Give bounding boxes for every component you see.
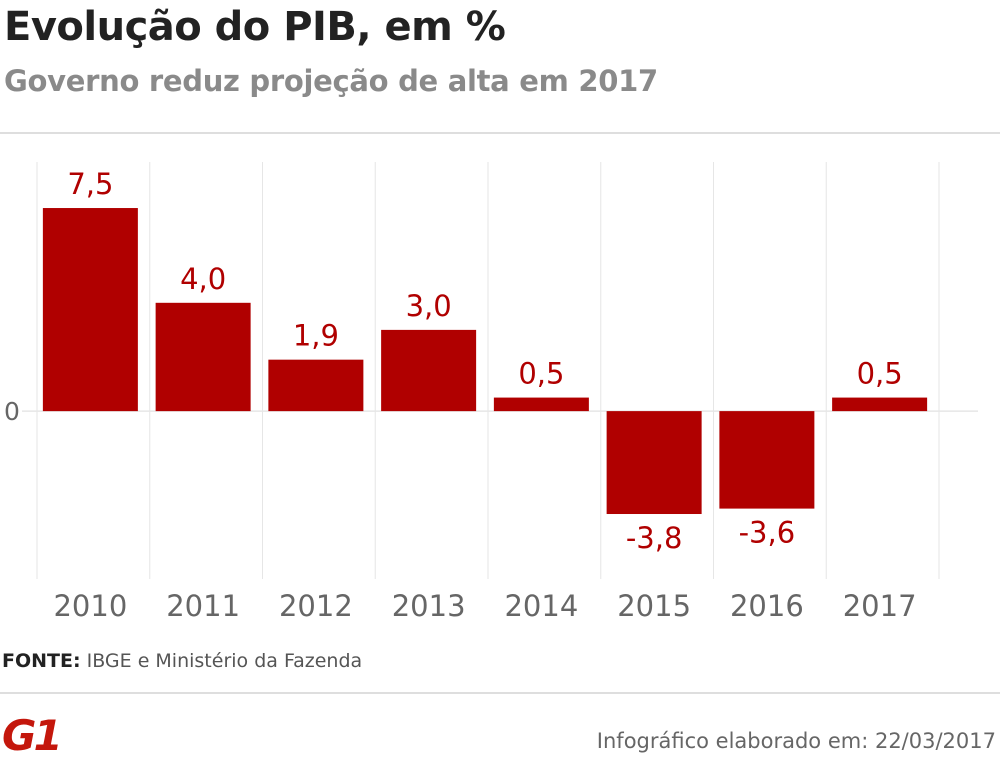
- value-label-layer: 7,5 4,0 1,9 3,0 0,5 -3,8 -3,6 0,5: [67, 167, 902, 555]
- x-tick-label-2015: 2015: [617, 589, 691, 623]
- source-text: IBGE e Ministério da Fazenda: [80, 650, 363, 672]
- value-label-2014: 0,5: [518, 357, 564, 391]
- value-label-2010: 7,5: [67, 167, 113, 201]
- x-tick-label-2017: 2017: [843, 589, 917, 623]
- bar-2016: [719, 411, 815, 509]
- x-tick-label-2010: 2010: [53, 589, 127, 623]
- source-label: FONTE:: [2, 650, 81, 672]
- chart-title: Evolução do PIB, em %: [4, 4, 506, 50]
- bar-2011: [155, 302, 251, 412]
- bottom-divider: [0, 692, 1000, 694]
- bar-2017: [832, 397, 928, 412]
- creation-date-note: Infográfico elaborado em: 22/03/2017: [596, 729, 996, 753]
- x-tick-label-2011: 2011: [166, 589, 240, 623]
- x-tick-label-2013: 2013: [392, 589, 466, 623]
- value-label-2015: -3,8: [626, 521, 683, 555]
- g1-logo-text: G1: [2, 713, 60, 755]
- chart-subtitle: Governo reduz projeção de alta em 2017: [4, 64, 658, 98]
- x-tick-label-2016: 2016: [730, 589, 804, 623]
- g1-logo: G1: [2, 713, 62, 755]
- source-note: FONTE: IBGE e Ministério da Fazenda: [2, 650, 362, 672]
- bar-2014: [493, 397, 589, 412]
- top-divider: [0, 132, 1000, 134]
- value-label-2016: -3,6: [739, 516, 796, 550]
- gdp-bar-chart: 0 7,54,01,93,00,5-3,8 -3,60,5 2010 2011 201…: [4, 162, 978, 623]
- y-axis-zero-label: 0: [4, 397, 20, 426]
- value-label-2011: 4,0: [180, 262, 226, 296]
- bar-layer: [42, 208, 928, 515]
- bar-2010: [42, 208, 138, 412]
- value-label-2017: 0,5: [857, 357, 903, 391]
- x-tick-label-2012: 2012: [279, 589, 353, 623]
- bar-2015: [606, 411, 702, 515]
- bar-2012: [268, 359, 364, 412]
- value-label-2012: 1,9: [293, 319, 339, 353]
- bar-2013: [381, 329, 477, 412]
- value-label-2013: 3,0: [406, 289, 452, 323]
- x-tick-label-2014: 2014: [504, 589, 578, 623]
- tick-label-layer: 2010 2011 2012 2013 2014 2015 2016 2017: [53, 589, 916, 623]
- grid-layer: 0: [4, 162, 978, 579]
